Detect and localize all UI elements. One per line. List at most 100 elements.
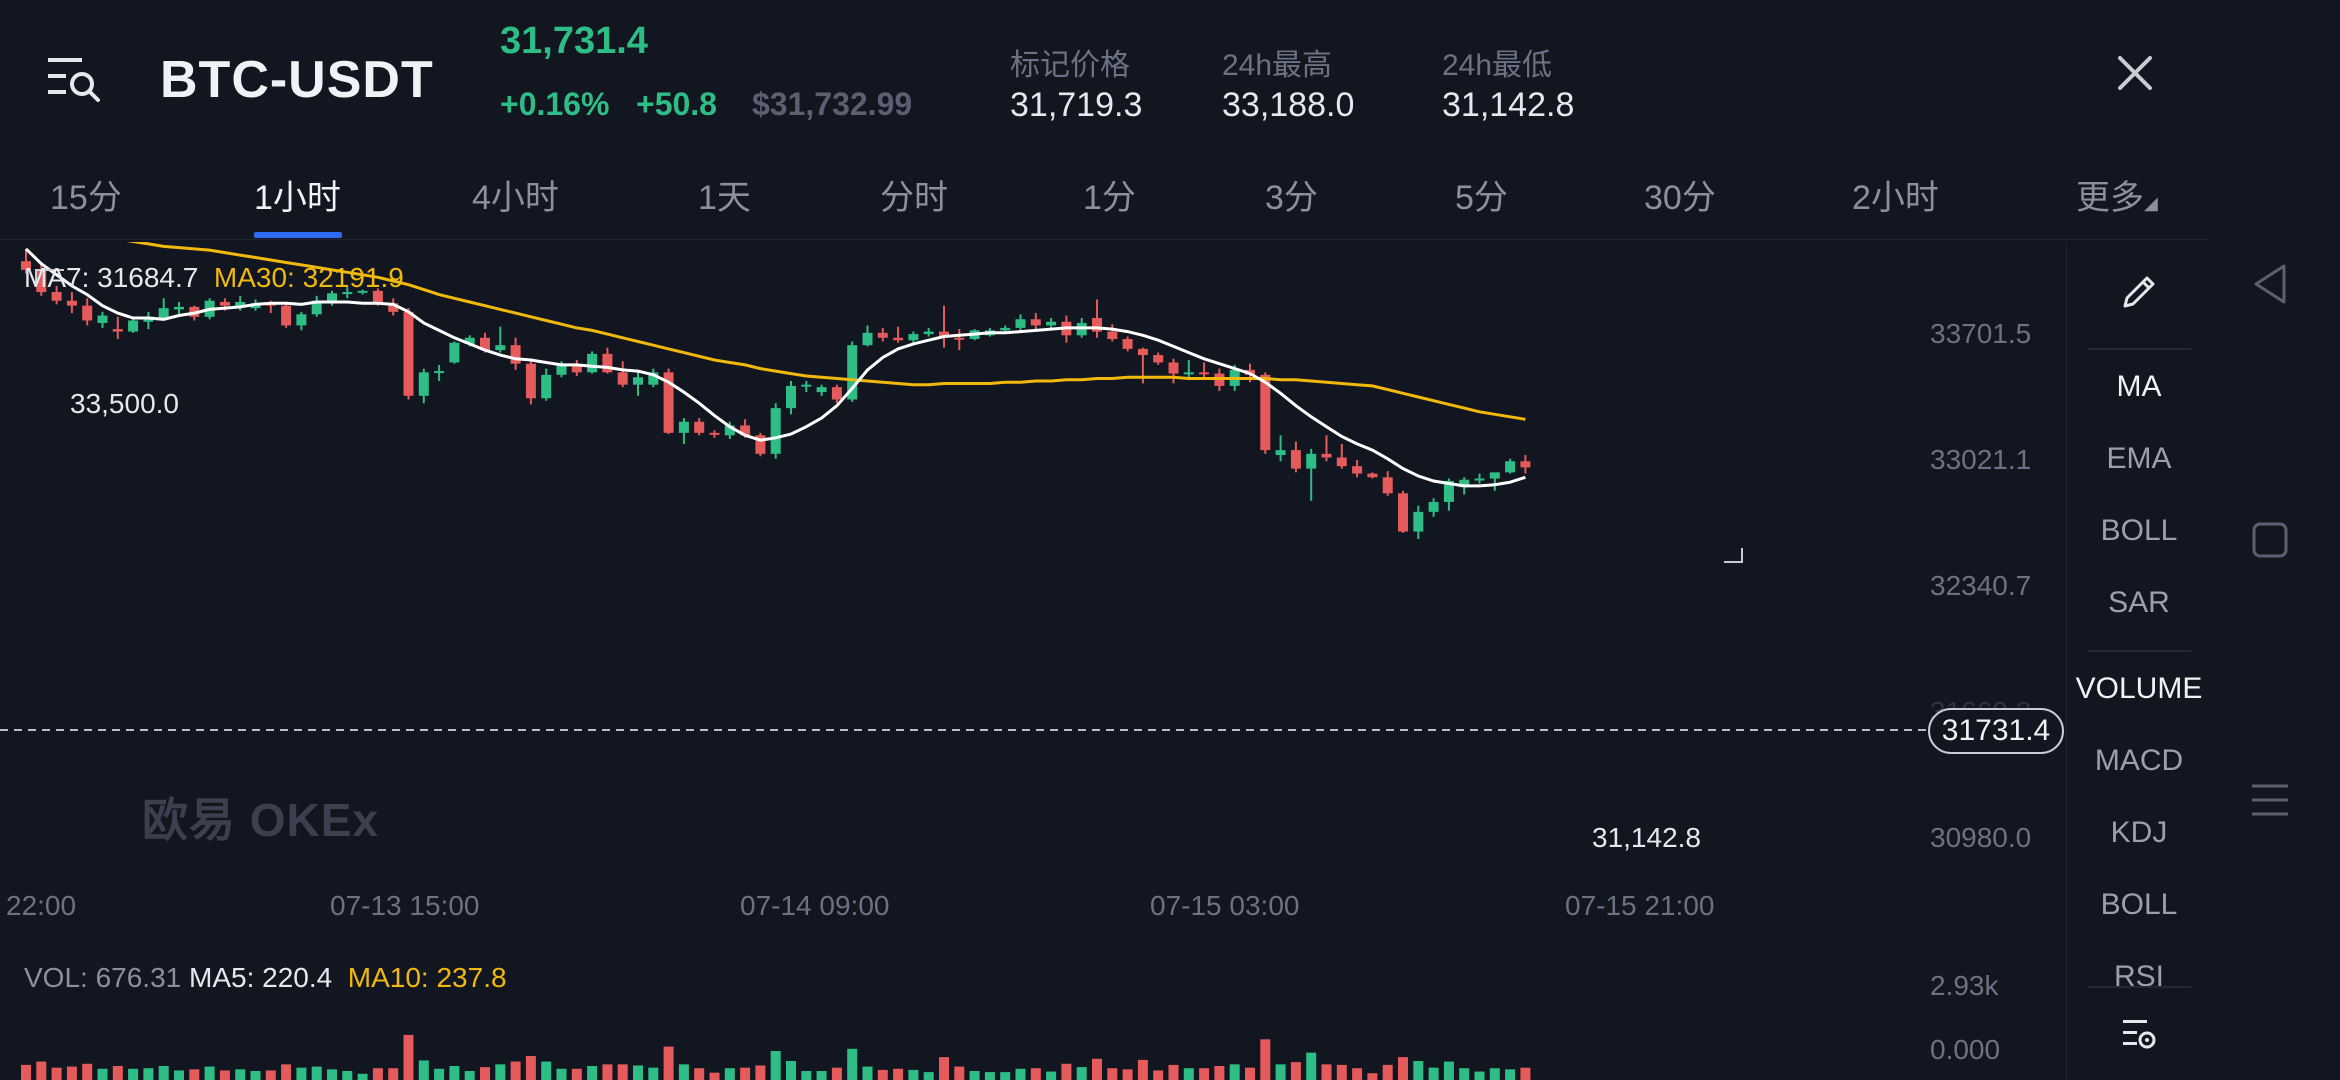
volume-bar (464, 1071, 475, 1080)
candle-body (1168, 362, 1179, 374)
candle-body (648, 372, 659, 385)
volume-bar (1321, 1064, 1332, 1080)
candle (786, 380, 796, 415)
candle-body (1505, 461, 1516, 473)
candle-body (372, 290, 383, 304)
tab-more[interactable]: 更多◢ (2076, 170, 2158, 219)
candle-body (418, 372, 429, 396)
candle (342, 287, 353, 299)
volume-bar (1122, 1069, 1133, 1080)
candle-body (1443, 480, 1454, 502)
candle-body (464, 337, 475, 344)
volume-bar (816, 1071, 827, 1080)
candle (1489, 472, 1500, 491)
candle-body (1290, 450, 1301, 469)
x-tick: 07-14 09:00 (740, 890, 890, 921)
volume-bar (128, 1068, 139, 1080)
vol-tick: 0.000 (1930, 1034, 2001, 1065)
candle-body (128, 320, 139, 332)
candle-body (770, 408, 781, 454)
indicator-rsi[interactable]: RSI (2113, 960, 2164, 986)
kline-chart[interactable] (0, 242, 2066, 1080)
volume-bar (1168, 1064, 1179, 1080)
volume-bar (1505, 1069, 1516, 1080)
y-tick: 30980.0 (1930, 822, 2032, 853)
volume-bar (694, 1068, 705, 1080)
tab-30m[interactable]: 30分 (1644, 179, 1716, 217)
candle-body (1122, 339, 1133, 349)
candle-body (1382, 477, 1393, 494)
indicator-ma[interactable]: MA (2116, 370, 2162, 403)
okex-watermark: 欧易 OKEx (142, 794, 380, 846)
low-marker-line (1724, 548, 1743, 563)
period-low-label: 31,142.8 (1592, 822, 1701, 853)
interval-tabs: 15分 1小时 4小时 1天 分时 1分 3分 5分 30分 2小时 更多◢ (0, 160, 2210, 240)
volume-bar (1398, 1057, 1408, 1080)
pencil-icon[interactable] (2119, 272, 2159, 312)
candle (1413, 505, 1424, 540)
candle (724, 421, 735, 440)
indicator-macd[interactable]: MACD (2094, 744, 2184, 777)
candle (418, 368, 429, 404)
candle-body (388, 303, 399, 312)
indicator-settings-icon[interactable] (2119, 1014, 2159, 1054)
pair-list-menu-icon[interactable] (46, 50, 102, 106)
tab-1h[interactable]: 1小时 (254, 179, 341, 217)
indicator-sar[interactable]: SAR (2108, 586, 2170, 619)
back-nav-icon[interactable] (2250, 262, 2290, 306)
candle-body (112, 329, 123, 332)
tab-1d[interactable]: 1天 (698, 179, 751, 217)
volume-bar (480, 1067, 490, 1080)
trading-pair-title[interactable]: BTC-USDT (160, 51, 434, 109)
candle (755, 432, 766, 457)
candle-body (1199, 372, 1210, 375)
candle (51, 285, 62, 305)
volume-bar (1382, 1064, 1393, 1080)
candle (97, 311, 108, 328)
y-tick: 33021.1 (1930, 444, 2032, 475)
volume-bar (1214, 1066, 1225, 1080)
volume-bar (403, 1034, 414, 1080)
volume-bar (36, 1061, 47, 1080)
candle-body (1474, 478, 1485, 481)
candle-body (1030, 319, 1041, 326)
candle-body (1459, 479, 1470, 488)
volume-bar (1275, 1064, 1286, 1080)
indicator-boll[interactable]: BOLL (2100, 514, 2178, 547)
volume-bar (495, 1064, 506, 1080)
kline-chart-canvas[interactable] (0, 242, 2066, 1080)
home-nav-icon[interactable] (2250, 520, 2290, 560)
candle (296, 311, 307, 331)
tab-3m[interactable]: 3分 (1265, 179, 1318, 217)
tab-2h[interactable]: 2小时 (1852, 179, 1939, 217)
close-icon[interactable] (2110, 48, 2160, 98)
indicator-boll-sub[interactable]: BOLL (2100, 888, 2178, 921)
candle-body (678, 421, 689, 433)
tab-4h[interactable]: 4小时 (472, 179, 559, 217)
volume-bar (678, 1064, 689, 1080)
candle-body (403, 311, 414, 396)
candle (434, 364, 445, 381)
candle (877, 327, 888, 342)
volume-bar (740, 1067, 751, 1080)
candle (816, 384, 827, 396)
candle (617, 361, 628, 388)
tab-1m[interactable]: 1分 (1083, 179, 1136, 217)
candle (939, 305, 949, 348)
tab-5m[interactable]: 5分 (1455, 179, 1508, 217)
indicator-ema[interactable]: EMA (2106, 442, 2172, 475)
volume-bar (648, 1067, 659, 1080)
volume-bar (1000, 1072, 1011, 1080)
candle (1336, 443, 1347, 469)
candle-body (587, 353, 598, 373)
tab-timeline[interactable]: 分时 (880, 179, 948, 217)
indicator-kdj[interactable]: KDJ (2110, 816, 2168, 849)
tab-15m[interactable]: 15分 (50, 179, 122, 217)
candle (1153, 352, 1164, 365)
candle-body (82, 305, 93, 321)
candle (66, 292, 77, 314)
indicator-volume[interactable]: VOLUME (2075, 672, 2203, 705)
candle-body (219, 301, 230, 306)
recents-nav-icon[interactable] (2250, 780, 2290, 820)
volume-bar (893, 1068, 904, 1080)
